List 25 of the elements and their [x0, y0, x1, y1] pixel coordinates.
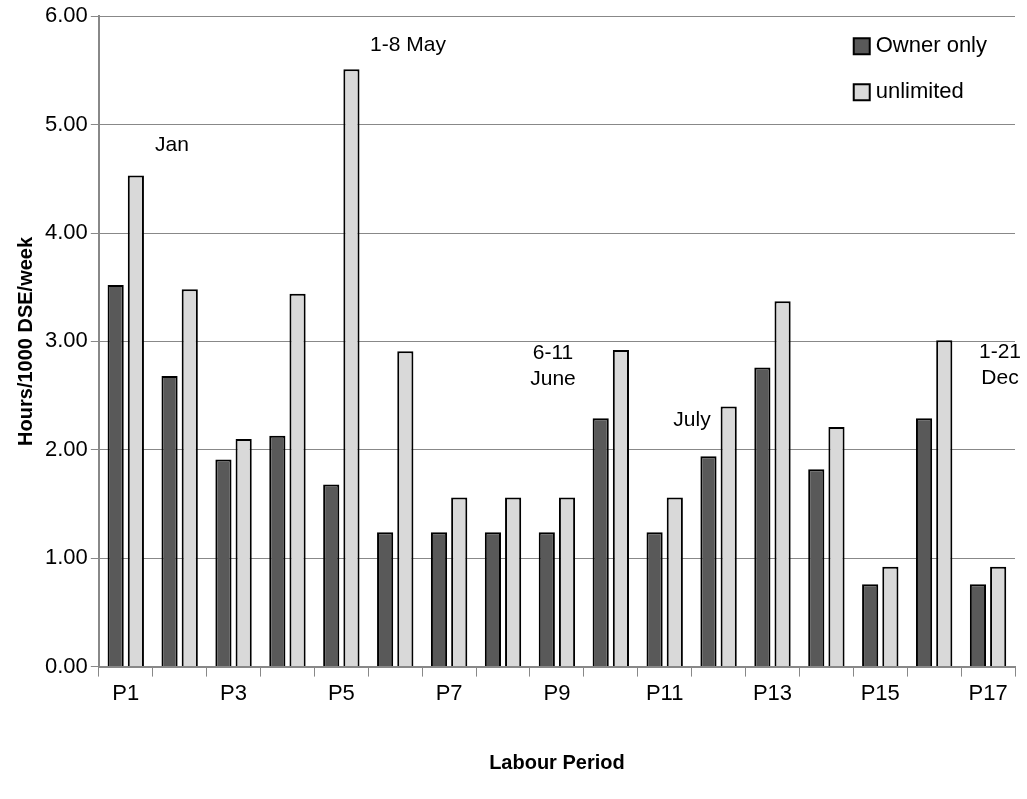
x-tick-label: P5	[327, 679, 355, 705]
y-tick-label: 5.00	[44, 110, 88, 136]
legend-label: unlimited	[875, 78, 964, 104]
annotation: 1-8 May	[370, 31, 447, 55]
y-tick-label: 0.00	[44, 652, 88, 678]
x-tick-label: P7	[435, 679, 463, 705]
x-tick-label: P11	[645, 679, 684, 705]
y-tick-label: 3.00	[44, 327, 88, 353]
x-tick-label: P13	[752, 679, 793, 705]
x-tick-label: P3	[220, 679, 248, 705]
y-tick-label: 1.00	[44, 544, 88, 570]
annotation: 6-11 June	[530, 339, 576, 389]
y-axis-title: Hours/1000 DSE/week	[13, 236, 36, 446]
x-tick-label: P17	[968, 679, 1008, 705]
x-tick-label: P1	[112, 679, 140, 705]
y-tick-label: 4.00	[44, 219, 88, 245]
annotation: July	[673, 406, 712, 430]
annotation: Jan	[155, 131, 189, 155]
annotation: 1-21 Dec	[978, 338, 1022, 388]
y-tick-label: 6.00	[44, 2, 88, 28]
x-tick-label: P15	[860, 679, 900, 705]
x-axis-title: Labour Period	[489, 750, 625, 773]
legend-label: Owner only	[875, 32, 988, 58]
y-tick-label: 2.00	[44, 435, 88, 461]
x-tick-label: P9	[543, 679, 571, 705]
